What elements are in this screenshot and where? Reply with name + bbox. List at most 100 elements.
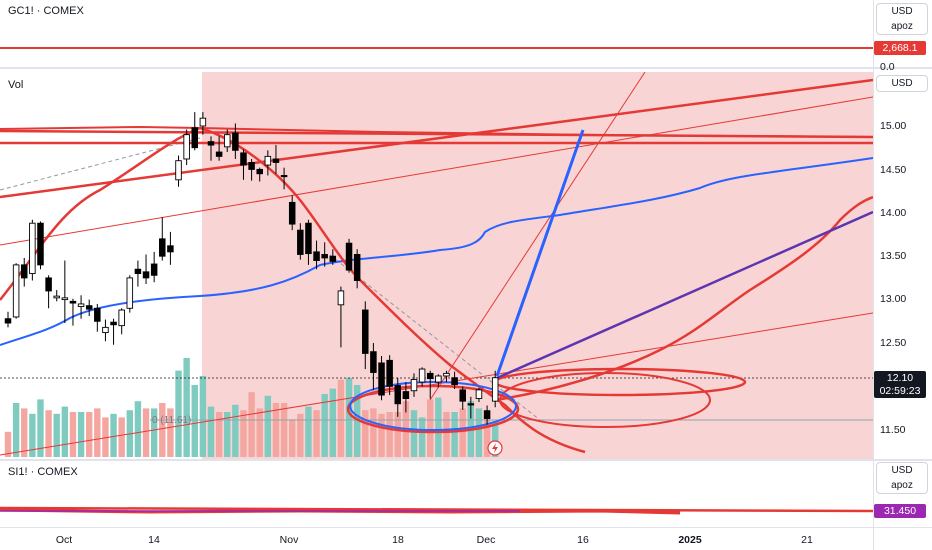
candle-up [29, 222, 36, 275]
candle-down [451, 377, 458, 386]
volume-bar [435, 397, 442, 457]
volume-bar [345, 377, 353, 457]
y-tick-label: 12.50 [880, 337, 907, 349]
candle-up [53, 295, 60, 299]
candle-up [491, 377, 499, 402]
volume-bar [224, 412, 231, 457]
gold-currency-box[interactable]: USD apoz [876, 3, 928, 35]
volume-bar [110, 413, 117, 457]
candle-down [248, 162, 255, 170]
candle-down [353, 254, 361, 281]
pane-separator-top[interactable] [0, 67, 932, 69]
candle-down [207, 141, 215, 146]
candle-down [110, 321, 117, 326]
main-currency-box[interactable]: USD [876, 75, 928, 92]
gold-currency: USD [891, 6, 913, 17]
main-currency: USD [891, 78, 913, 89]
candle-down [232, 132, 239, 151]
volume-bar [410, 410, 418, 457]
candle-down [386, 359, 393, 387]
projection-line-purple [496, 210, 873, 380]
candle-down [69, 300, 77, 304]
volume-bar [378, 413, 385, 457]
volume-bar [386, 412, 393, 457]
x-tick-label: 18 [392, 534, 404, 546]
volume-bar [86, 412, 93, 457]
candle-down [362, 309, 369, 354]
rising-trend-line [0, 78, 873, 199]
main-pane[interactable]: Vol [0, 69, 932, 459]
x-tick-label: Nov [279, 534, 299, 546]
volume-bar [29, 413, 36, 457]
thin-trend-line [429, 71, 646, 401]
candle-up [410, 379, 418, 392]
volume-bar [191, 385, 198, 457]
volume-bar [362, 410, 369, 457]
candle-down [329, 255, 337, 262]
candle-up [183, 134, 190, 160]
x-tick-label: Oct [55, 534, 73, 546]
candle-down [313, 251, 320, 261]
red-ellipse [499, 372, 711, 428]
dashed-connector [329, 254, 541, 421]
moving-average-line [0, 157, 873, 346]
candle-down [191, 127, 199, 149]
volume-bar [134, 401, 142, 457]
x-tick-label: 2025 [678, 534, 702, 546]
candle-down [402, 391, 410, 400]
y-tick-label: 14.50 [880, 164, 907, 176]
flash-icon [492, 443, 498, 453]
volume-bar [199, 376, 207, 457]
y-tick-label: 11.50 [880, 424, 906, 436]
volume-indicator-title[interactable]: Vol [8, 79, 24, 91]
volume-bar [150, 408, 158, 457]
silver-pane-title: SI1! · COMEX [8, 466, 78, 478]
chart-canvas[interactable]: 0 (11.61) [0, 0, 873, 550]
volume-bar [12, 403, 20, 457]
candle-down [240, 152, 247, 166]
candle-down [426, 372, 434, 380]
volume-bar [45, 410, 52, 457]
candle-down [394, 385, 402, 405]
volume-bar [69, 412, 77, 457]
candle-down [215, 151, 223, 157]
gold-pane-title: GC1! · COMEX [8, 5, 84, 17]
candle-up [199, 117, 207, 127]
volume-bar [492, 421, 499, 457]
y-tick-label: 15.00 [880, 120, 907, 132]
candle-up [102, 326, 109, 334]
silver-pane: SI1! · COMEX [0, 461, 932, 527]
candle-up [223, 134, 231, 148]
volume-bar [118, 417, 125, 457]
candle-down [297, 229, 304, 255]
candle-down [94, 307, 101, 322]
candle-down [45, 277, 52, 292]
volume-bar [183, 358, 190, 457]
candle-up [418, 368, 426, 383]
volume-bar [102, 417, 109, 457]
volume-bar [280, 403, 288, 457]
candle-up [118, 309, 125, 327]
volume-bar [272, 403, 280, 457]
x-tick-label: 21 [801, 534, 813, 546]
candle-up [12, 264, 20, 318]
candle-up [264, 155, 272, 166]
candle-down [483, 410, 491, 419]
blue-ellipse [349, 381, 517, 431]
candle-down [280, 175, 288, 178]
pane-separator-bottom[interactable] [0, 459, 932, 461]
volume-bar [4, 431, 12, 457]
candle-down [85, 305, 93, 310]
volume-bar [427, 399, 434, 457]
fib-zero-label: 0 (11.61) [152, 415, 191, 426]
candle-down [288, 201, 296, 225]
volume-bar [142, 408, 150, 457]
volume-bar [353, 385, 361, 457]
silver-currency-box[interactable]: USD apoz [876, 462, 928, 494]
candle-up [443, 372, 450, 377]
candle-down [4, 318, 12, 324]
price-axis-border [873, 0, 874, 550]
volume-bar [207, 406, 215, 457]
candle-down [37, 222, 44, 266]
volume-bar [321, 394, 328, 457]
